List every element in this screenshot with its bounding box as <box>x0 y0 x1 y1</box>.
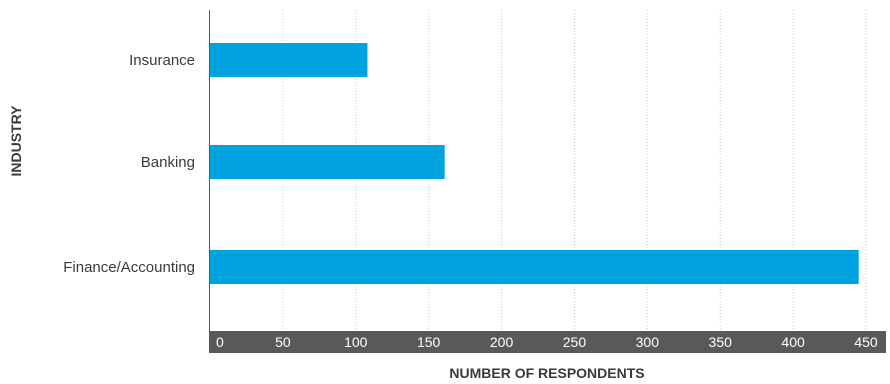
x-tick-label: 0 <box>216 334 224 350</box>
x-tick-labels: 0 50 100 150 200 250 300 350 400 450 <box>216 334 878 350</box>
bar-banking <box>210 145 445 179</box>
x-tick-label: 150 <box>417 334 441 350</box>
bars <box>210 43 859 284</box>
category-labels: Insurance Banking Finance/Accounting <box>63 52 195 276</box>
y-axis-title: INDUSTRY <box>8 105 24 177</box>
x-tick-label: 400 <box>781 334 805 350</box>
category-label: Finance/Accounting <box>63 259 195 276</box>
bar-insurance <box>210 43 368 77</box>
x-axis-band <box>209 331 886 353</box>
x-tick-label: 100 <box>344 334 368 350</box>
x-tick-label: 50 <box>275 334 291 350</box>
bar-finance-accounting <box>210 250 859 284</box>
x-axis-title: NUMBER OF RESPONDENTS <box>449 365 644 381</box>
x-tick-label: 250 <box>563 334 587 350</box>
category-label: Banking <box>141 154 195 171</box>
x-tick-label: 200 <box>490 334 514 350</box>
x-tick-label: 300 <box>636 334 660 350</box>
x-tick-label: 350 <box>709 334 733 350</box>
category-label: Insurance <box>129 52 195 69</box>
x-tick-label: 450 <box>854 334 878 350</box>
